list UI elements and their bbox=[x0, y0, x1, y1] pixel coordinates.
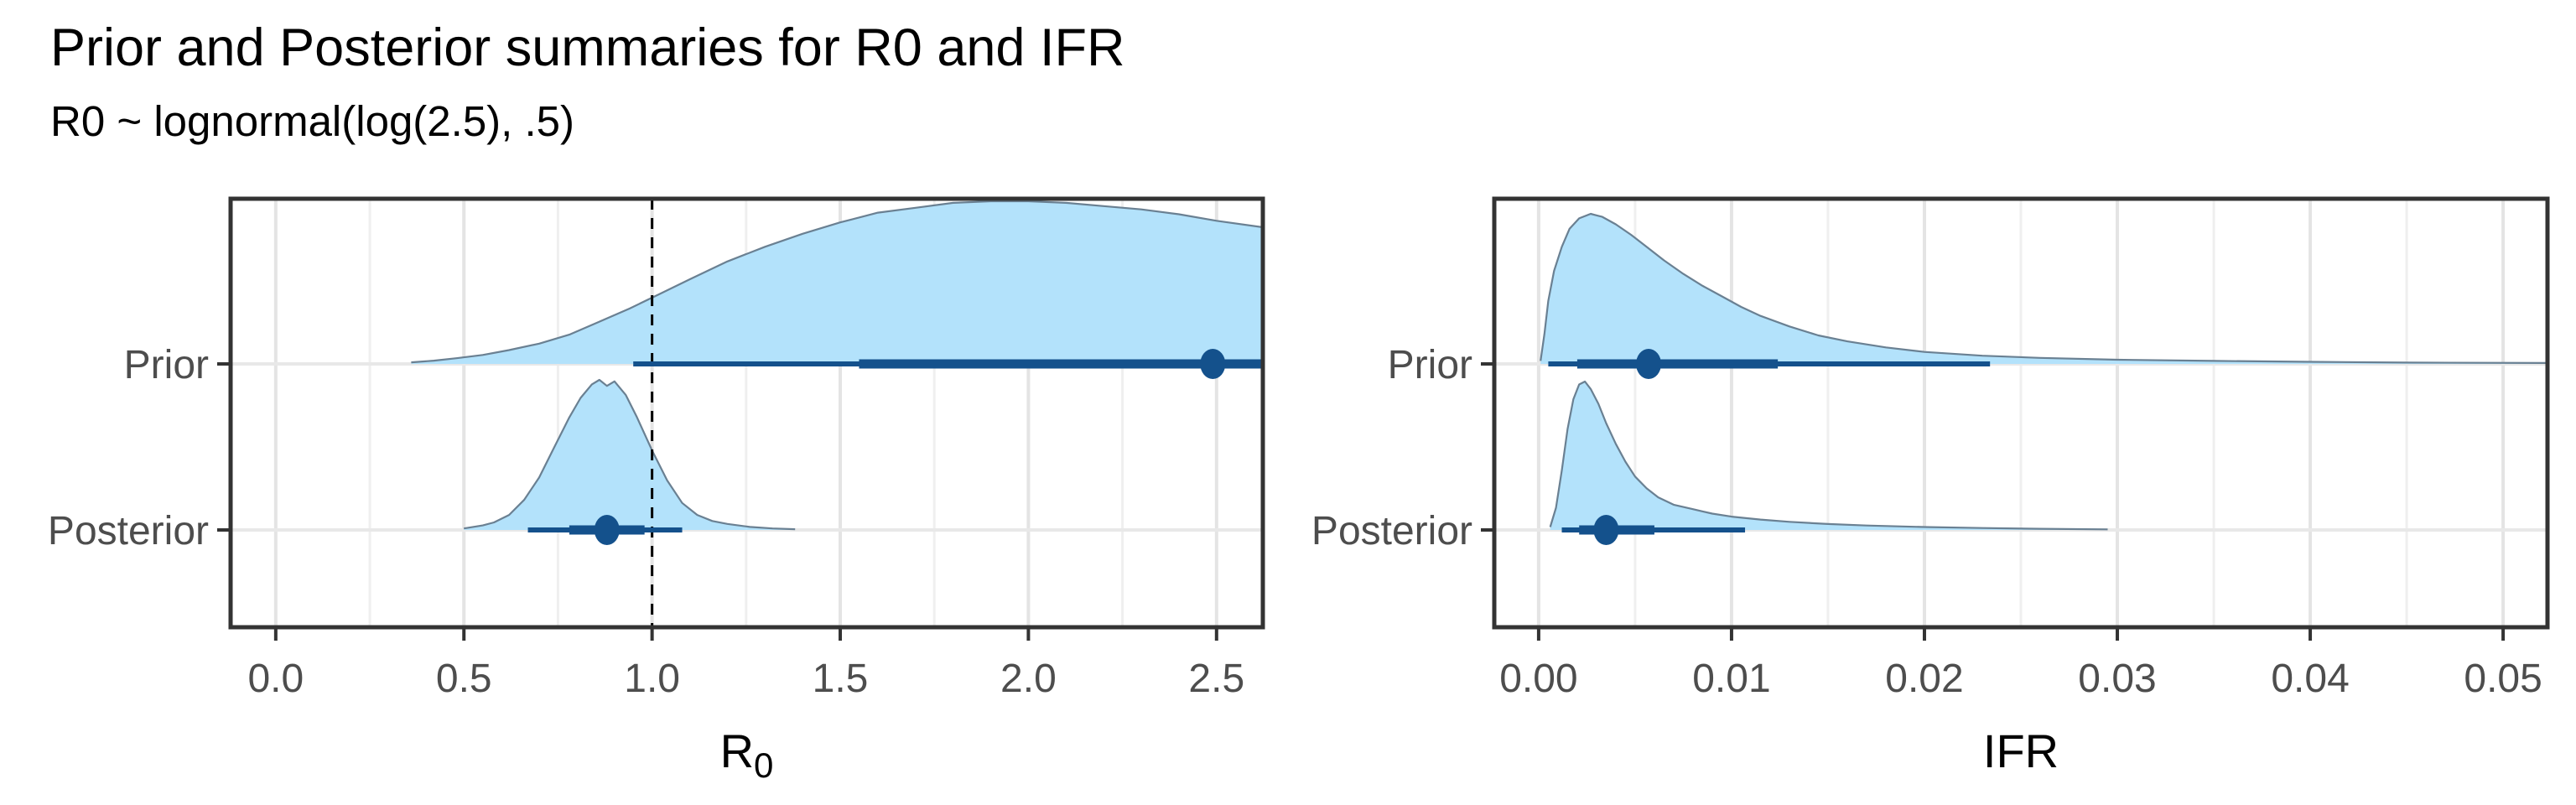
chart-subtitle: R0 ~ lognormal(log(2.5), .5) bbox=[50, 97, 574, 145]
point-estimate-posterior bbox=[1593, 515, 1619, 545]
x-tick-label: 0.5 bbox=[436, 657, 492, 701]
x-axis-title-r0: R0 bbox=[720, 724, 774, 785]
x-tick-label: 0.03 bbox=[2078, 657, 2156, 701]
density-outline-posterior bbox=[1549, 380, 2108, 531]
x-tick-label: 1.0 bbox=[624, 657, 680, 701]
chart-title: Prior and Posterior summaries for R0 and… bbox=[50, 18, 1124, 77]
density-slab-prior bbox=[1540, 214, 2547, 364]
interval-66-prior bbox=[1576, 359, 1779, 369]
point-estimate-prior bbox=[1636, 349, 1662, 379]
x-tick-label: 0.0 bbox=[247, 657, 304, 701]
panel-border bbox=[1492, 196, 2550, 630]
x-tick-label: 1.5 bbox=[813, 657, 869, 701]
panel-clip-group bbox=[1540, 212, 2547, 545]
y-row-label-prior: Prior bbox=[124, 343, 209, 387]
panel-border bbox=[228, 196, 1265, 630]
density-slab-prior bbox=[411, 201, 1263, 364]
x-tick-label: 0.00 bbox=[1499, 657, 1577, 701]
point-estimate-posterior bbox=[594, 515, 620, 545]
x-tick-label: 0.04 bbox=[2271, 657, 2349, 701]
panel-clip-group bbox=[411, 199, 1263, 627]
panel-r0: 0.0 0.5 1.0 1.5 2.0 2.5 Prior Posterior R0 bbox=[48, 196, 1265, 785]
y-row-label-prior: Prior bbox=[1388, 343, 1472, 387]
density-outline-posterior bbox=[464, 378, 796, 531]
x-tick-label: 2.0 bbox=[1000, 657, 1057, 701]
density-slab-posterior bbox=[464, 380, 796, 530]
x-axis-title-ifr: IFR bbox=[1983, 724, 2059, 777]
x-tick-label: 0.05 bbox=[2464, 657, 2542, 701]
y-row-label-posterior: Posterior bbox=[1311, 509, 1472, 553]
x-tick-label: 0.01 bbox=[1692, 657, 1770, 701]
panel-ifr: 0.00 0.01 0.02 0.03 0.04 0.05 Prior Posterior IF… bbox=[1311, 196, 2550, 777]
x-tick-label: 0.02 bbox=[1885, 657, 1963, 701]
density-outline-prior bbox=[1540, 212, 2547, 364]
point-estimate-prior bbox=[1200, 349, 1226, 379]
y-row-label-posterior: Posterior bbox=[48, 509, 209, 553]
interval-66-prior bbox=[859, 359, 1263, 369]
x-tick-label: 2.5 bbox=[1188, 657, 1244, 701]
density-outline-prior bbox=[411, 200, 1263, 364]
